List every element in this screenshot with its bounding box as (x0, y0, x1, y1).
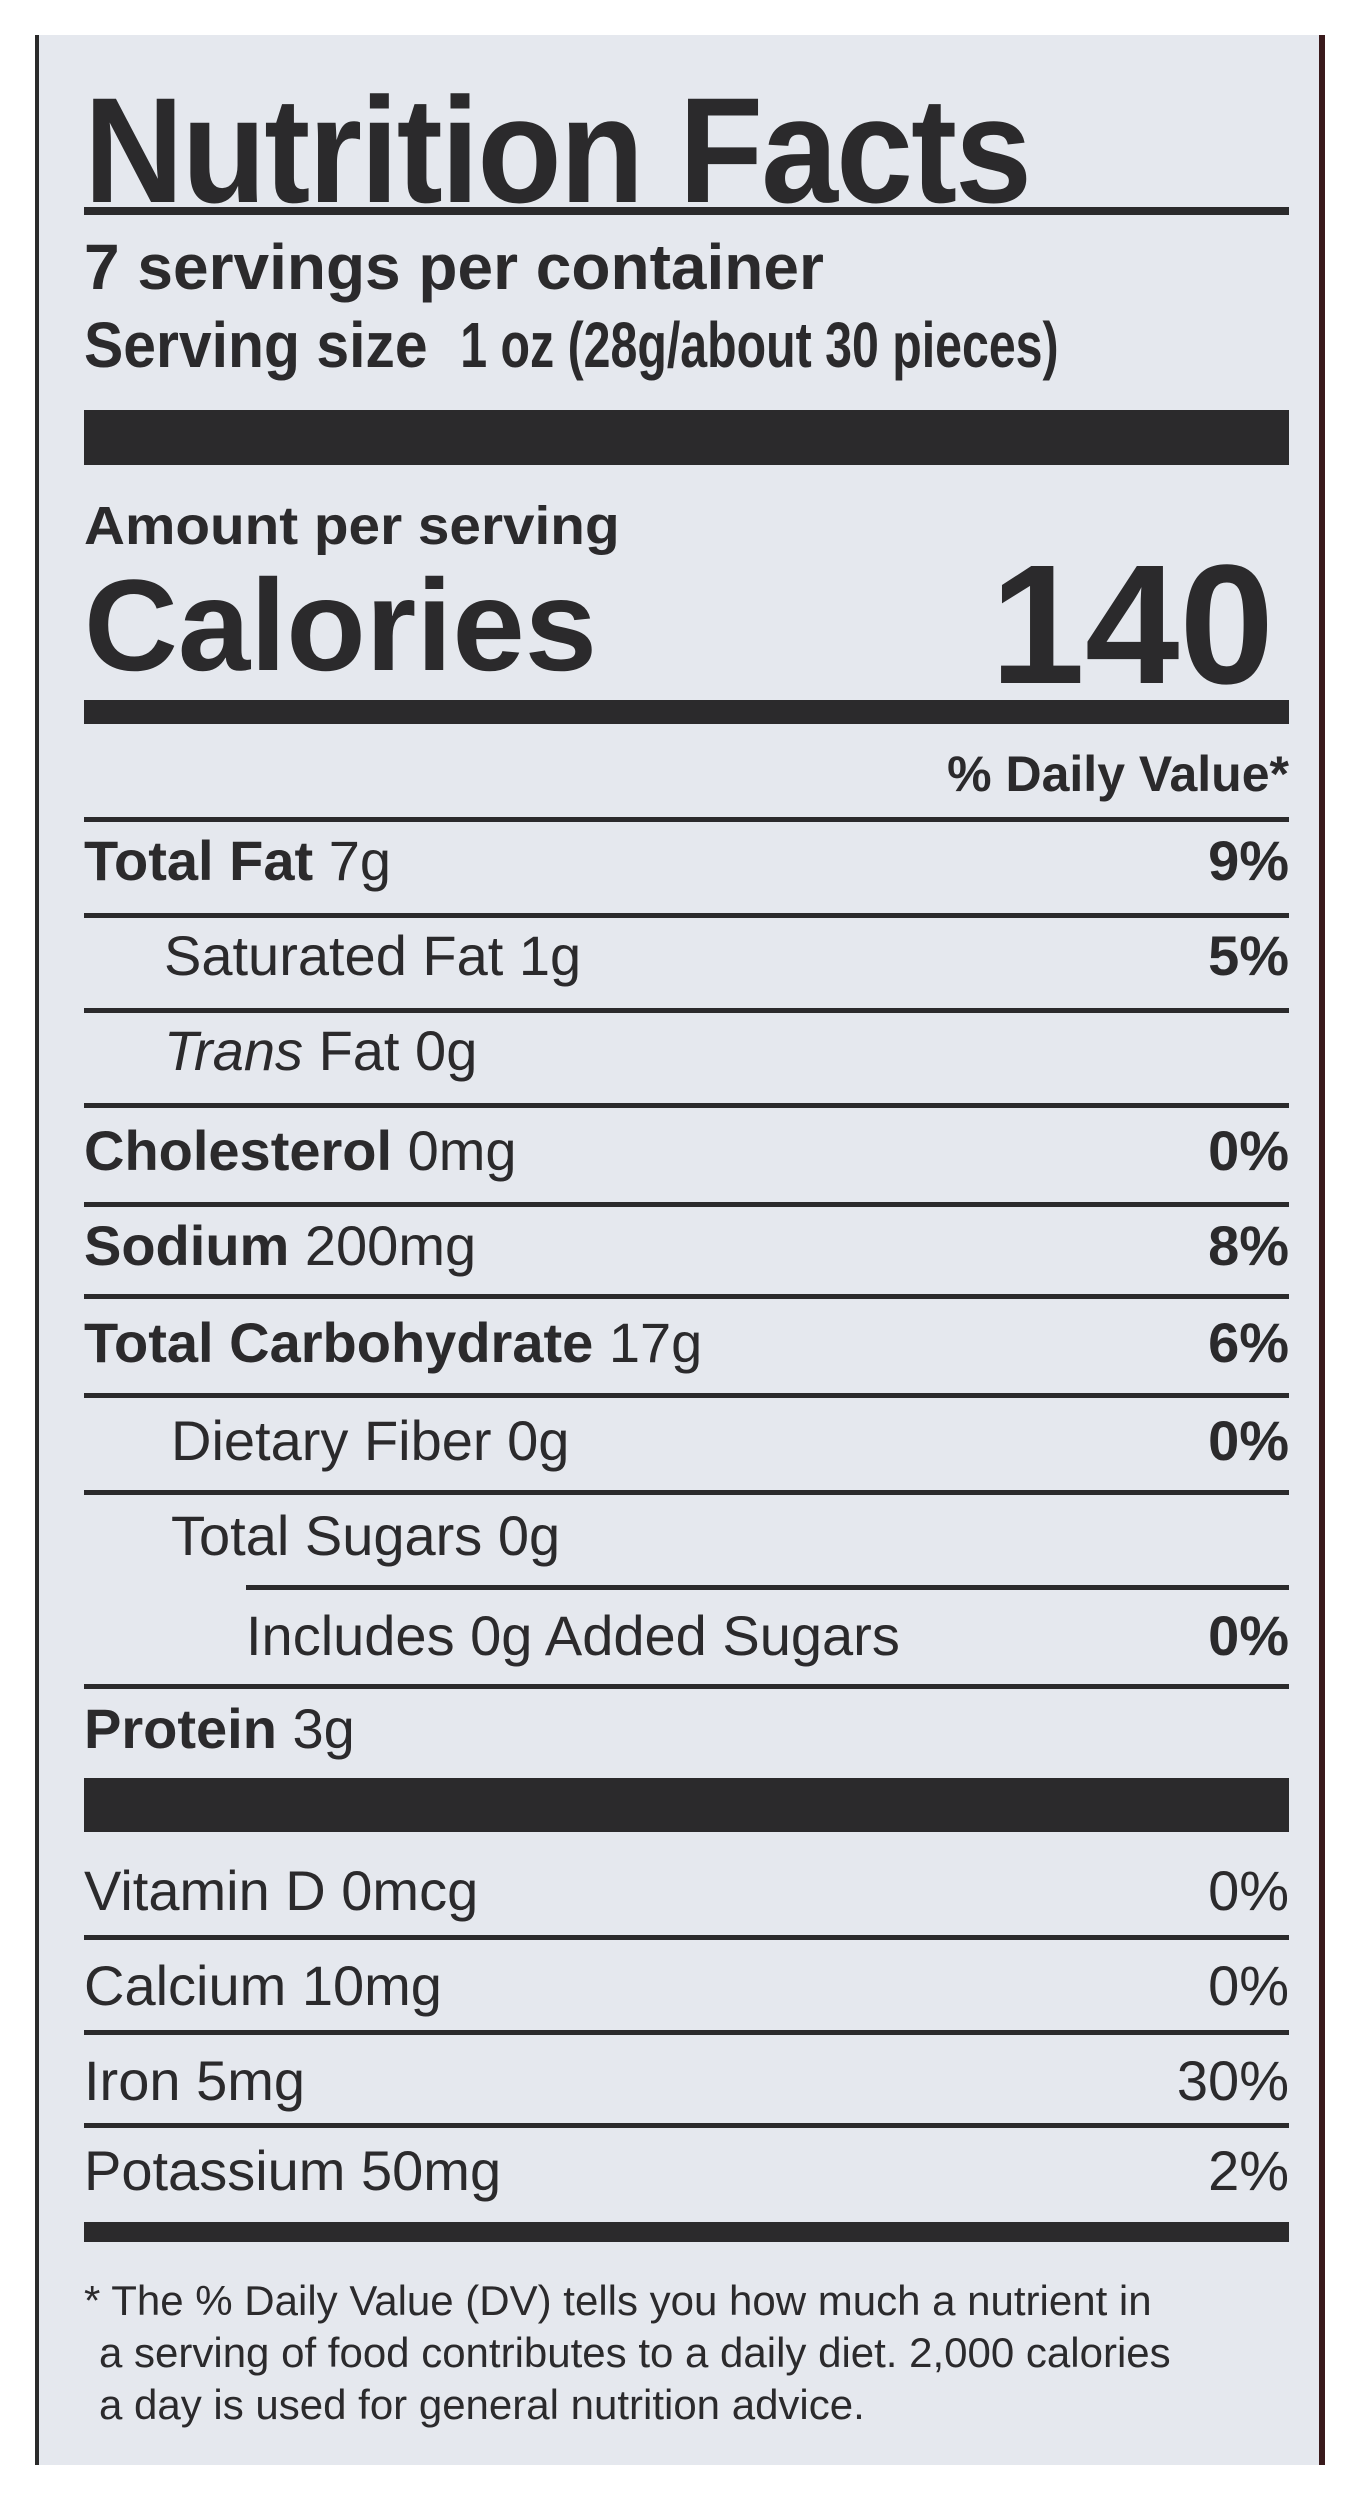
thick-divider (84, 1778, 1289, 1832)
vitamin-row-vitamin-d: Vitamin D 0mcg 0% (84, 1858, 1289, 1922)
label-title: Nutrition Facts (84, 66, 1032, 234)
footnote-line-3: a day is used for general nutrition advi… (99, 2381, 865, 2428)
vitamin-row-iron: Iron 5mg 30% (84, 2048, 1289, 2112)
nutrient-row-protein: Protein 3g (84, 1696, 355, 1760)
divider (84, 1008, 1289, 1013)
serving-size-label: Serving size (84, 309, 428, 381)
nutrient-row-cholesterol: Cholesterol 0mg 0% (84, 1118, 1289, 1182)
thick-divider (84, 410, 1289, 465)
divider (84, 913, 1289, 918)
divider (84, 1393, 1289, 1398)
thick-divider (84, 700, 1289, 724)
divider (84, 1103, 1289, 1108)
calories-label: Calories (84, 552, 598, 698)
nutrient-row-total-sugars: Total Sugars 0g (171, 1503, 561, 1567)
calories-value: 140 (990, 530, 1274, 720)
divider (246, 1585, 1289, 1590)
divider (84, 1490, 1289, 1495)
nutrient-row-total-carbohydrate: Total Carbohydrate 17g 6% (84, 1310, 1289, 1374)
divider (84, 207, 1289, 215)
nutrient-row-sodium: Sodium 200mg 8% (84, 1213, 1289, 1277)
amount-per-serving: Amount per serving (84, 496, 620, 556)
divider (84, 1684, 1289, 1689)
nutrient-row-trans-fat: Trans Fat 0g (164, 1018, 478, 1082)
divider (84, 1935, 1289, 1940)
divider (84, 1202, 1289, 1207)
vitamin-row-potassium: Potassium 50mg 2% (84, 2138, 1289, 2202)
nutrient-row-total-fat: Total Fat 7g 9% (84, 828, 1289, 892)
nutrient-row-added-sugars: Includes 0g Added Sugars 0% (246, 1603, 1289, 1667)
servings-per-container: 7 servings per container (84, 231, 824, 303)
divider (84, 2030, 1289, 2035)
footnote-line-2: a serving of food contributes to a daily… (99, 2329, 1171, 2376)
thick-divider (84, 2222, 1289, 2242)
nutrient-row-saturated-fat: Saturated Fat 1g 5% (164, 923, 1289, 987)
nutrient-row-dietary-fiber: Dietary Fiber 0g 0% (171, 1408, 1289, 1472)
divider (84, 1294, 1289, 1299)
footnote-line-1: * The % Daily Value (DV) tells you how m… (84, 2277, 1152, 2324)
serving-size-value: 1 oz (28g/about 30 pieces) (460, 309, 1059, 381)
serving-size: Serving size 1 oz (28g/about 30 pieces) (84, 313, 1190, 377)
nutrition-label: Nutrition Facts 7 servings per container… (35, 35, 1325, 2465)
vitamin-row-calcium: Calcium 10mg 0% (84, 1953, 1289, 2017)
divider (84, 817, 1289, 822)
daily-value-header: % Daily Value* (947, 746, 1289, 802)
divider (84, 2123, 1289, 2128)
